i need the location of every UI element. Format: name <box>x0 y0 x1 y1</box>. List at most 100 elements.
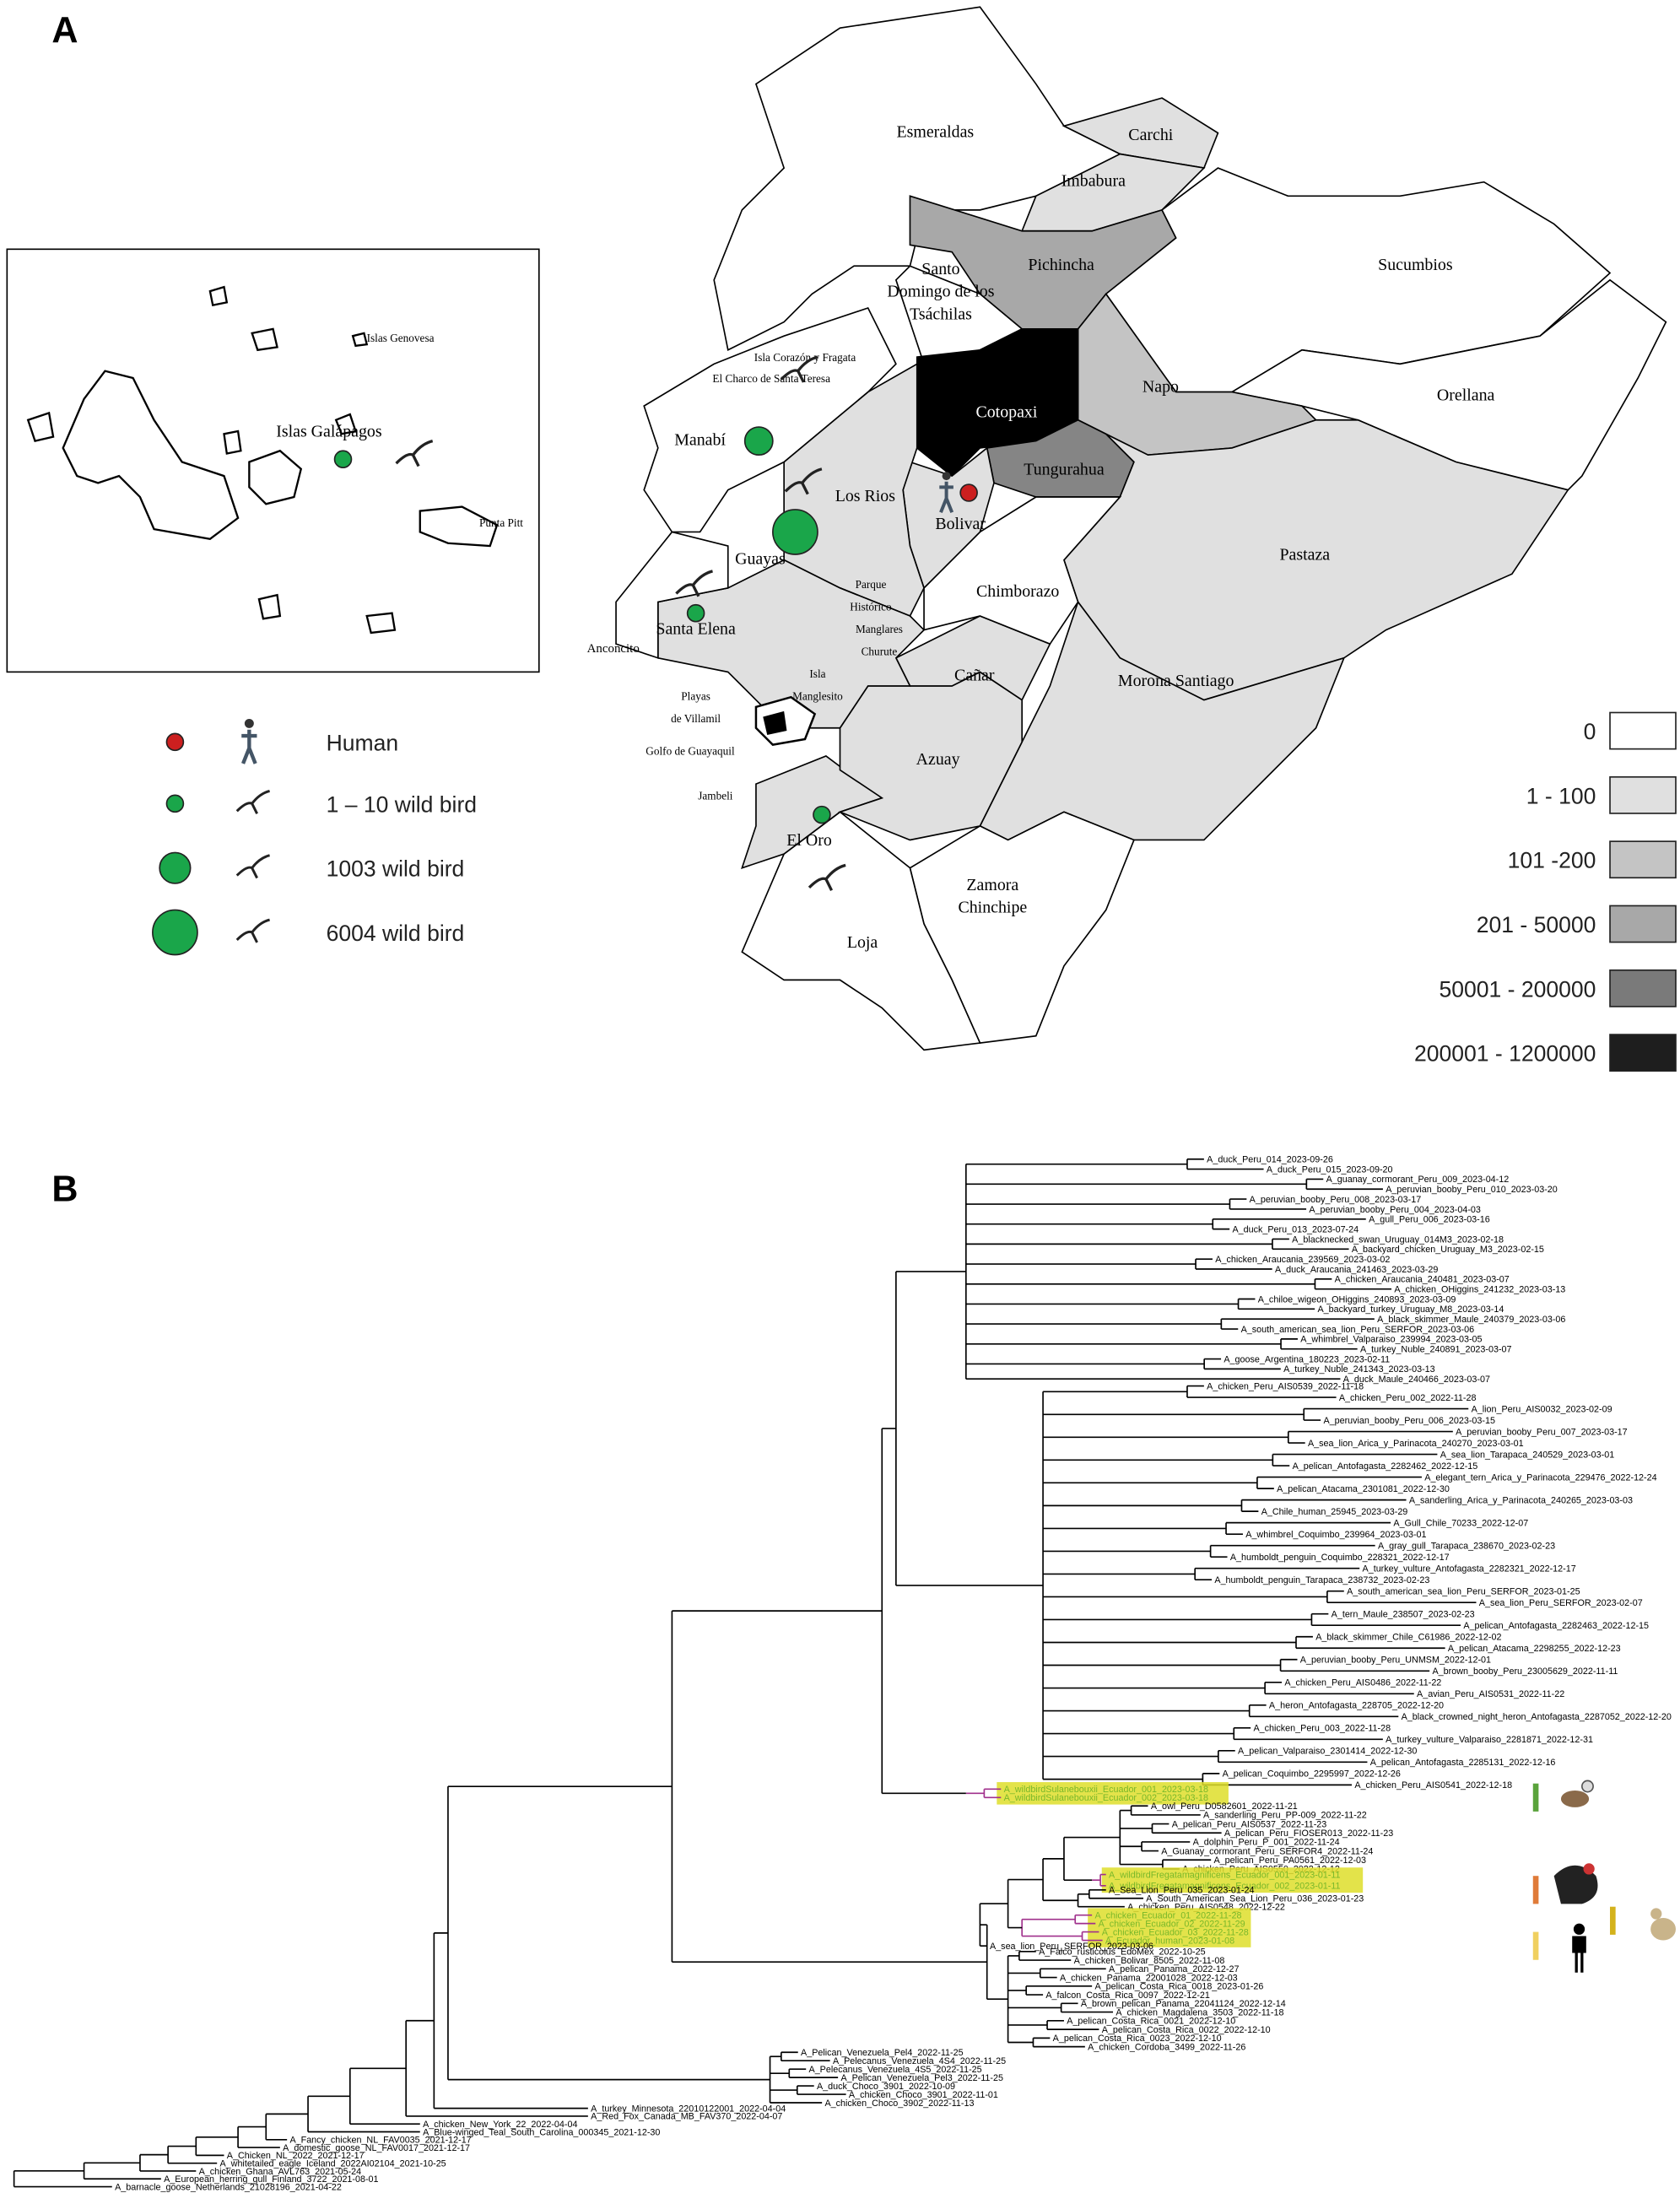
map-label: Esmeraldas <box>896 123 974 142</box>
map-label: Jambeli <box>698 789 733 802</box>
leaf-label: A_peruvian_booby_Peru_010_2023-03-20 <box>1386 1185 1558 1195</box>
leaf-label: A_duck_Peru_013_2023-07-24 <box>1232 1224 1359 1234</box>
island <box>62 370 240 540</box>
island <box>334 413 357 435</box>
map-label: Morona Santiago <box>1118 672 1234 690</box>
map-label: Isla <box>809 667 825 680</box>
island <box>248 449 303 505</box>
leaf-label: A_duck_Peru_014_2023-09-26 <box>1207 1155 1333 1165</box>
province <box>615 531 729 659</box>
leaf-label: A_chicken_Araucania_239569_2023-03-02 <box>1215 1255 1390 1265</box>
province <box>923 496 1122 645</box>
leaf-label: A_Ecuador_human_2023-01-08 <box>1105 1936 1234 1946</box>
highlight-box <box>1088 1908 1251 1947</box>
leaf-label: A_Pelecanus_Venezuela_4S5_2022-11-25 <box>809 2065 982 2075</box>
leaf-label: A_chicken_Peru_003_2022-11-28 <box>1253 1724 1391 1734</box>
map-label: Histórico <box>850 600 892 613</box>
leaf-label: A_wildbirdFregatamagnificens_Ecuador_002… <box>1109 1882 1341 1892</box>
legend-marker <box>165 794 185 813</box>
leaf-label: A_falcon_Costa_Rica_0097_2022-12-21 <box>1045 1990 1210 2001</box>
panel-label: B <box>51 1169 78 1210</box>
leaf-label: A_turkey_Minnesota_22010122001_2022-04-0… <box>591 2104 786 2114</box>
map-label: Azuay <box>916 750 960 769</box>
leaf-label: A_wildbirdSulanebouxii_Ecuador_001_2023-… <box>1004 1785 1208 1795</box>
leaf-label: A_sanderling_Arica_y_Parinacota_240265_2… <box>1409 1495 1633 1505</box>
human-icon <box>942 472 951 481</box>
map-label: Cañar <box>954 666 995 684</box>
leaf-label: A_turkey_Nuble_240891_2023-03-07 <box>1360 1345 1512 1355</box>
leaf-label: A_sea_lion_Peru_SERFOR_2023-03-06 <box>990 1942 1153 1952</box>
rooster-icon <box>1553 1865 1598 1904</box>
leaf-label: A_Chicken_NL_2022_2021-12-17 <box>227 2151 365 2161</box>
leaf-label: A_gull_Peru_006_2023-03-16 <box>1369 1215 1490 1225</box>
leaf-label: A_peruvian_booby_Peru_007_2023-03-17 <box>1456 1427 1628 1437</box>
island <box>351 332 369 348</box>
leaf-label: A_chicken_Ecuador_03_2022-11-28 <box>1102 1927 1249 1937</box>
legend-swatch <box>1609 840 1677 879</box>
map-label: Pastaza <box>1279 546 1330 564</box>
host-bar <box>1532 1783 1539 1812</box>
map-label: Loja <box>847 933 878 952</box>
leaf-label: A_owl_Peru_D0582601_2022-11-21 <box>1151 1801 1298 1812</box>
leaf-label: A_humboldt_penguin_Coquimbo_228321_2022-… <box>1230 1553 1450 1563</box>
island <box>223 429 242 455</box>
leaf-label: A_pelican_Peru_FIOSER013_2022-11-23 <box>1224 1828 1393 1839</box>
leaf-label: A_south_american_sea_lion_Peru_SERFOR_20… <box>1241 1325 1475 1335</box>
leaf-label: A_peruvian_booby_Peru_UNMSM_2022-12-01 <box>1300 1656 1491 1666</box>
bird-icon <box>675 570 713 597</box>
leaf-label: A_chiloe_wigeon_OHiggins_240893_2023-03-… <box>1258 1294 1456 1304</box>
leaf-label: A_duck_Maule_240466_2023-03-07 <box>1343 1375 1490 1385</box>
leaf-label: A_Pelican_Venezuela_Pel4_2022-11-25 <box>801 2048 964 2058</box>
leaf-label: A_Pelecanus_Venezuela_4S4_2022-11-25 <box>833 2056 1006 2066</box>
host-bar <box>1610 1906 1616 1935</box>
bird-icon <box>235 789 270 814</box>
leaf-label: A_gray_gull_Tarapaca_238670_2023-02-23 <box>1378 1541 1555 1551</box>
leaf-label: A_Guanay_cormorant_Peru_SERFOR4_2022-11-… <box>1161 1846 1373 1856</box>
province <box>1061 97 1219 170</box>
legend-marker <box>159 851 192 884</box>
leaf-label: A_chicken_Magdalena_3503_2022-11-18 <box>1115 2007 1283 2017</box>
map-label: Parque <box>856 578 887 591</box>
map-label: Islas Galápagos <box>276 423 382 441</box>
map-label: Sucumbios <box>1378 256 1453 274</box>
leaf-label: A_sea_lion_Tarapaca_240529_2023-03-01 <box>1440 1450 1615 1460</box>
chicken-icon <box>1650 1917 1676 1941</box>
leaf-label: A_peruvian_booby_Peru_006_2023-03-15 <box>1323 1416 1495 1426</box>
legend-swatch <box>1609 775 1677 814</box>
highlight-box <box>1101 1867 1364 1893</box>
leaf-label: A_pelican_Costa_Rica_0018_2023-01-26 <box>1094 1982 1263 1992</box>
map-label: Napo <box>1143 378 1179 397</box>
bird-icon <box>784 467 823 495</box>
island <box>251 327 278 352</box>
leaf-label: A_pelican_Costa_Rica_0021_2022-12-10 <box>1067 2017 1235 2027</box>
legend-label: 201 - 50000 <box>1477 912 1596 937</box>
legend-label: 101 -200 <box>1508 848 1596 873</box>
legend-label: 0 <box>1584 719 1596 744</box>
map-label: Carchi <box>1128 126 1173 144</box>
island <box>26 411 55 442</box>
leaf-label: A_peruvian_booby_Peru_004_2023-04-03 <box>1309 1205 1481 1215</box>
map-label: Zamora <box>966 876 1018 894</box>
map-label: Punta Pitt <box>479 516 523 529</box>
map-label: Orellana <box>1437 386 1495 405</box>
legend-swatch <box>1609 711 1677 750</box>
leaf-label: A_South_American_Sea_Lion_Peru_036_2023-… <box>1146 1894 1364 1904</box>
host-bar <box>1532 1931 1539 1960</box>
human-icon <box>1572 1936 1586 1973</box>
leaf-label: A_pelican_Peru_PA0561_2022-12-03 <box>1213 1855 1366 1866</box>
bird-icon <box>395 440 434 467</box>
leaf-label: A_pelican_Atacama_2301081_2022-12-30 <box>1277 1484 1450 1494</box>
leaf-label: A_Sea_Lion_Peru_035_2023-01-24 <box>1109 1886 1254 1896</box>
leaf-label: A_turkey_vulture_Antofagasta_2282321_202… <box>1363 1564 1576 1574</box>
island <box>763 710 787 736</box>
map-label: Pichincha <box>1028 256 1094 274</box>
map-label: Islas Genovesa <box>367 332 435 344</box>
human-icon <box>244 718 254 728</box>
leaf-label: A_avian_Peru_AIS0531_2022-11-22 <box>1417 1689 1564 1699</box>
leaf-label: A_whimbrel_Coquimbo_239964_2023-03-01 <box>1245 1530 1426 1540</box>
leaf-label: A_lion_Peru_AIS0032_2023-02-09 <box>1472 1404 1612 1414</box>
bird-icon <box>235 854 270 879</box>
leaf-label: A_brown_booby_Peru_23005629_2022-11-11 <box>1432 1666 1618 1677</box>
leaf-label: A_black_skimmer_Chile_C61986_2022-12-02 <box>1315 1633 1501 1643</box>
leaf-label: A_chicken_Peru_AIS0541_2022-12-18 <box>1354 1780 1512 1791</box>
